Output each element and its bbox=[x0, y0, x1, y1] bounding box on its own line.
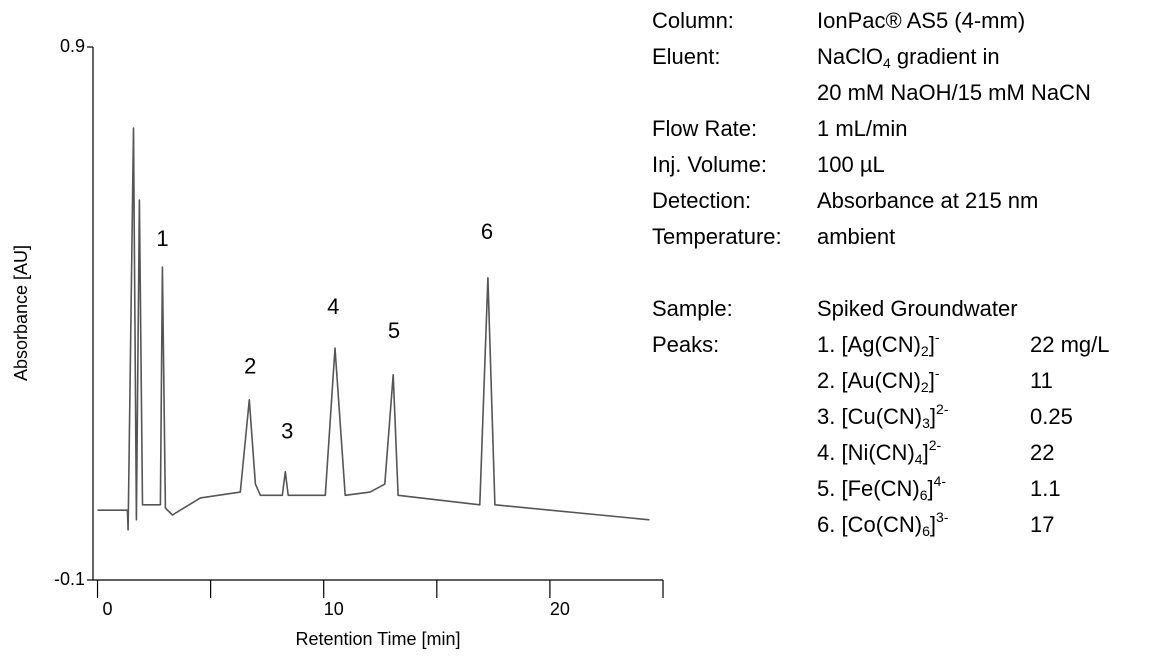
peak-amount: 0.25 bbox=[1030, 404, 1073, 429]
text-run: gradient in bbox=[891, 44, 1000, 69]
text-run: IonPac® AS5 (4-mm) bbox=[817, 8, 1025, 33]
text-run: 5. [Fe(CN) bbox=[817, 476, 920, 501]
peak-label: 3 bbox=[281, 419, 293, 444]
text-run: 4 bbox=[915, 451, 923, 467]
peak-amount: 1.1 bbox=[1030, 476, 1061, 501]
text-run: ] bbox=[927, 476, 933, 501]
text-run: 3. [Cu(CN) bbox=[817, 404, 922, 429]
condition-value: 20 mM NaOH/15 mM NaCN bbox=[817, 80, 1091, 105]
text-run: 4 bbox=[883, 55, 891, 71]
text-run: 4. [Ni(CN) bbox=[817, 440, 915, 465]
peak-name: 4. [Ni(CN)4]2- bbox=[817, 437, 941, 467]
condition-value: Absorbance at 215 nm bbox=[817, 188, 1038, 213]
condition-value: 1 mL/min bbox=[817, 116, 907, 141]
peak-label: 4 bbox=[327, 294, 339, 319]
peak-name: 1. [Ag(CN)2]- bbox=[817, 329, 940, 359]
text-run: 20 mM NaOH/15 mM NaCN bbox=[817, 80, 1091, 105]
text-run: ] bbox=[930, 512, 936, 537]
peak-label: 6 bbox=[481, 219, 493, 244]
condition-label: Inj. Volume: bbox=[652, 152, 767, 177]
text-run: - bbox=[935, 329, 940, 345]
text-run: 6 bbox=[922, 523, 930, 539]
text-run: 3- bbox=[936, 509, 949, 525]
sample-label: Sample: bbox=[652, 296, 733, 321]
y-axis-label: Absorbance [AU] bbox=[11, 245, 31, 381]
text-run: ] bbox=[923, 440, 929, 465]
chromatogram-trace bbox=[97, 127, 650, 531]
text-run: 4- bbox=[934, 473, 947, 489]
peak-name: 2. [Au(CN)2]- bbox=[817, 365, 940, 395]
text-run: NaClO bbox=[817, 44, 883, 69]
text-run: ambient bbox=[817, 224, 895, 249]
text-run: 2- bbox=[936, 401, 949, 417]
text-run: 6 bbox=[920, 487, 928, 503]
peak-amount: 11 bbox=[1030, 368, 1053, 393]
condition-label: Detection: bbox=[652, 188, 751, 213]
text-run: 2 bbox=[921, 379, 929, 395]
sample-value: Spiked Groundwater bbox=[817, 296, 1018, 321]
text-run: - bbox=[935, 365, 940, 381]
peak-label: 5 bbox=[388, 318, 400, 343]
condition-value: IonPac® AS5 (4-mm) bbox=[817, 8, 1025, 33]
peak-name: 3. [Cu(CN)3]2- bbox=[817, 401, 949, 431]
text-run: ] bbox=[930, 404, 936, 429]
peak-name: 5. [Fe(CN)6]4- bbox=[817, 473, 946, 503]
condition-value: ambient bbox=[817, 224, 895, 249]
text-run: ] bbox=[929, 368, 935, 393]
condition-label: Column: bbox=[652, 8, 734, 33]
x-tick-label: 0 bbox=[103, 599, 113, 619]
peak-name: 6. [Co(CN)6]3- bbox=[817, 509, 949, 539]
text-run: ] bbox=[929, 332, 935, 357]
text-run: 6. [Co(CN) bbox=[817, 512, 922, 537]
condition-label: Temperature: bbox=[652, 224, 782, 249]
peak-amount: 17 bbox=[1030, 512, 1054, 537]
condition-value: NaClO4 gradient in bbox=[817, 44, 1000, 71]
text-run: 3 bbox=[922, 415, 930, 431]
text-run: 1. [Ag(CN) bbox=[817, 332, 921, 357]
text-run: 100 µL bbox=[817, 152, 885, 177]
x-tick-label: 20 bbox=[550, 599, 570, 619]
peak-amount: 22 mg/L bbox=[1030, 332, 1110, 357]
method-panel: Column: IonPac® AS5 (4-mm)Eluent: NaClO4 g… bbox=[652, 8, 1110, 539]
text-run: 2- bbox=[929, 437, 942, 453]
text-run: Absorbance at 215 nm bbox=[817, 188, 1038, 213]
peak-label: 2 bbox=[244, 354, 256, 379]
y-tick-label: -0.1 bbox=[54, 569, 85, 589]
peaks-label: Peaks: bbox=[652, 332, 719, 357]
x-tick-label: 10 bbox=[324, 599, 344, 619]
text-run: 2. [Au(CN) bbox=[817, 368, 921, 393]
condition-value: 100 µL bbox=[817, 152, 885, 177]
y-tick-label: 0.9 bbox=[60, 36, 85, 56]
condition-label: Flow Rate: bbox=[652, 116, 757, 141]
condition-label: Eluent: bbox=[652, 44, 721, 69]
x-axis-label: Retention Time [min] bbox=[295, 629, 460, 649]
text-run: 1 mL/min bbox=[817, 116, 907, 141]
peak-amount: 22 bbox=[1030, 440, 1054, 465]
peak-label: 1 bbox=[156, 226, 168, 251]
text-run: 2 bbox=[921, 343, 929, 359]
